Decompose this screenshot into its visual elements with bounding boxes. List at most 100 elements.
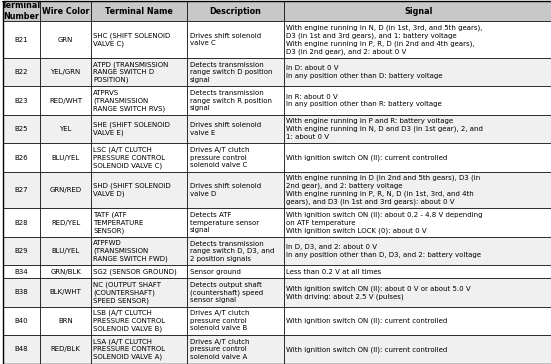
Bar <box>187 278 284 306</box>
Text: B26: B26 <box>15 155 28 161</box>
Bar <box>3 143 40 172</box>
Text: Description: Description <box>209 7 262 16</box>
Text: B23: B23 <box>15 98 28 104</box>
Bar <box>187 237 284 265</box>
Text: RED/YEL: RED/YEL <box>51 219 80 226</box>
Text: ATPD (TRANSMISSION
RANGE SWITCH D
POSITION): ATPD (TRANSMISSION RANGE SWITCH D POSITI… <box>93 61 169 83</box>
Bar <box>3 335 40 364</box>
Bar <box>3 265 40 278</box>
Text: With engine running in D (in 2nd and 5th gears), D3 (in
2nd gear), and 2: batter: With engine running in D (in 2nd and 5th… <box>286 175 480 205</box>
Text: B21: B21 <box>15 36 28 43</box>
Text: ATPRVS
(TRANSMISSION
RANGE SWITCH RVS): ATPRVS (TRANSMISSION RANGE SWITCH RVS) <box>93 90 165 112</box>
Bar <box>40 115 91 143</box>
Bar <box>40 208 91 237</box>
Bar <box>40 86 91 115</box>
Text: SG2 (SENSOR GROUND): SG2 (SENSOR GROUND) <box>93 269 177 275</box>
Bar <box>3 237 40 265</box>
Bar <box>284 265 551 278</box>
Text: Signal: Signal <box>404 7 433 16</box>
Bar <box>284 306 551 335</box>
Text: Wire Color: Wire Color <box>42 7 89 16</box>
Text: GRN/BLK: GRN/BLK <box>50 269 81 275</box>
Text: RED/BLK: RED/BLK <box>51 347 80 352</box>
Text: LSA (A/T CLUTCH
PRESSURE CONTROL
SOLENOID VALVE A): LSA (A/T CLUTCH PRESSURE CONTROL SOLENOI… <box>93 339 165 360</box>
Text: With ignition switch ON (II): about 0 V or about 5.0 V
With driving: about 2.5 V: With ignition switch ON (II): about 0 V … <box>286 285 471 300</box>
Text: B25: B25 <box>15 126 28 132</box>
Bar <box>91 86 187 115</box>
Text: Terminal Name: Terminal Name <box>105 7 173 16</box>
Bar <box>284 237 551 265</box>
Bar <box>40 265 91 278</box>
Bar <box>40 172 91 208</box>
Bar <box>40 143 91 172</box>
Text: TATF (ATF
TEMPERATURE
SENSOR): TATF (ATF TEMPERATURE SENSOR) <box>93 211 143 234</box>
Text: BLU/YEL: BLU/YEL <box>51 155 80 161</box>
Bar <box>40 1 91 21</box>
Text: In D: about 0 V
In any position other than D: battery voltage: In D: about 0 V In any position other th… <box>286 65 442 79</box>
Bar <box>91 1 187 21</box>
Text: B29: B29 <box>15 248 28 254</box>
Bar <box>187 21 284 58</box>
Text: With engine running in P and R: battery voltage
With engine running in N, D and : With engine running in P and R: battery … <box>286 118 483 140</box>
Text: Drives shift solenoid
valve E: Drives shift solenoid valve E <box>190 122 261 136</box>
Bar <box>187 208 284 237</box>
Text: BLK/WHT: BLK/WHT <box>50 289 82 295</box>
Bar <box>3 306 40 335</box>
Bar <box>187 1 284 21</box>
Text: With ignition switch ON (II): current controlled: With ignition switch ON (II): current co… <box>286 346 447 353</box>
Bar <box>3 115 40 143</box>
Text: In D, D3, and 2: about 0 V
In any position other than D, D3, and 2: battery volt: In D, D3, and 2: about 0 V In any positi… <box>286 244 481 258</box>
Bar <box>3 208 40 237</box>
Text: ATPFWD
(TRANSMISSION
RANGE SWITCH FWD): ATPFWD (TRANSMISSION RANGE SWITCH FWD) <box>93 240 168 262</box>
Bar <box>284 86 551 115</box>
Text: B28: B28 <box>15 219 28 226</box>
Bar <box>284 335 551 364</box>
Text: With ignition switch ON (II): current controlled: With ignition switch ON (II): current co… <box>286 318 447 324</box>
Bar <box>284 208 551 237</box>
Bar <box>40 58 91 86</box>
Bar <box>40 335 91 364</box>
Text: B40: B40 <box>15 318 28 324</box>
Bar <box>40 237 91 265</box>
Bar <box>284 58 551 86</box>
Text: Less than 0.2 V at all times: Less than 0.2 V at all times <box>286 269 381 275</box>
Bar <box>187 172 284 208</box>
Text: B22: B22 <box>15 69 28 75</box>
Bar <box>91 237 187 265</box>
Bar <box>3 1 40 21</box>
Bar <box>91 335 187 364</box>
Text: With ignition switch ON (II): current controlled: With ignition switch ON (II): current co… <box>286 154 447 161</box>
Bar <box>187 265 284 278</box>
Text: YEL/GRN: YEL/GRN <box>51 69 80 75</box>
Bar <box>91 143 187 172</box>
Bar <box>3 21 40 58</box>
Bar <box>3 278 40 306</box>
Bar <box>91 58 187 86</box>
Bar <box>91 278 187 306</box>
Text: With ignition switch ON (II): about 0.2 - 4.8 V depending
on ATF temperature
Wit: With ignition switch ON (II): about 0.2 … <box>286 211 483 234</box>
Text: With engine running in N, D (in 1st, 3rd, and 5th gears),
D3 (in 1st and 3rd gea: With engine running in N, D (in 1st, 3rd… <box>286 24 483 55</box>
Text: GRN: GRN <box>58 36 73 43</box>
Text: YEL: YEL <box>60 126 72 132</box>
Bar <box>187 335 284 364</box>
Text: Detects ATF
temperature sensor
signal: Detects ATF temperature sensor signal <box>190 212 258 233</box>
Bar <box>284 1 551 21</box>
Bar <box>91 115 187 143</box>
Text: Drives A/T clutch
pressure control
solenoid valve A: Drives A/T clutch pressure control solen… <box>190 339 249 360</box>
Bar <box>3 86 40 115</box>
Text: In R: about 0 V
In any position other than R: battery voltage: In R: about 0 V In any position other th… <box>286 94 442 107</box>
Bar <box>187 143 284 172</box>
Text: SHE (SHIFT SOLENOID
VALVE E): SHE (SHIFT SOLENOID VALVE E) <box>93 122 170 136</box>
Text: SHC (SHIFT SOLENOID
VALVE C): SHC (SHIFT SOLENOID VALVE C) <box>93 32 170 47</box>
Text: Drives A/T clutch
pressure control
solenoid valve B: Drives A/T clutch pressure control solen… <box>190 310 249 331</box>
Bar <box>40 306 91 335</box>
Bar <box>284 278 551 306</box>
Bar <box>284 21 551 58</box>
Text: Detects output shaft
(countershaft) speed
sensor signal: Detects output shaft (countershaft) spee… <box>190 282 263 303</box>
Bar <box>284 172 551 208</box>
Text: B27: B27 <box>15 187 28 193</box>
Text: BLU/YEL: BLU/YEL <box>51 248 80 254</box>
Bar <box>91 306 187 335</box>
Text: Drives A/T clutch
pressure control
solenoid valve C: Drives A/T clutch pressure control solen… <box>190 147 249 168</box>
Bar <box>187 58 284 86</box>
